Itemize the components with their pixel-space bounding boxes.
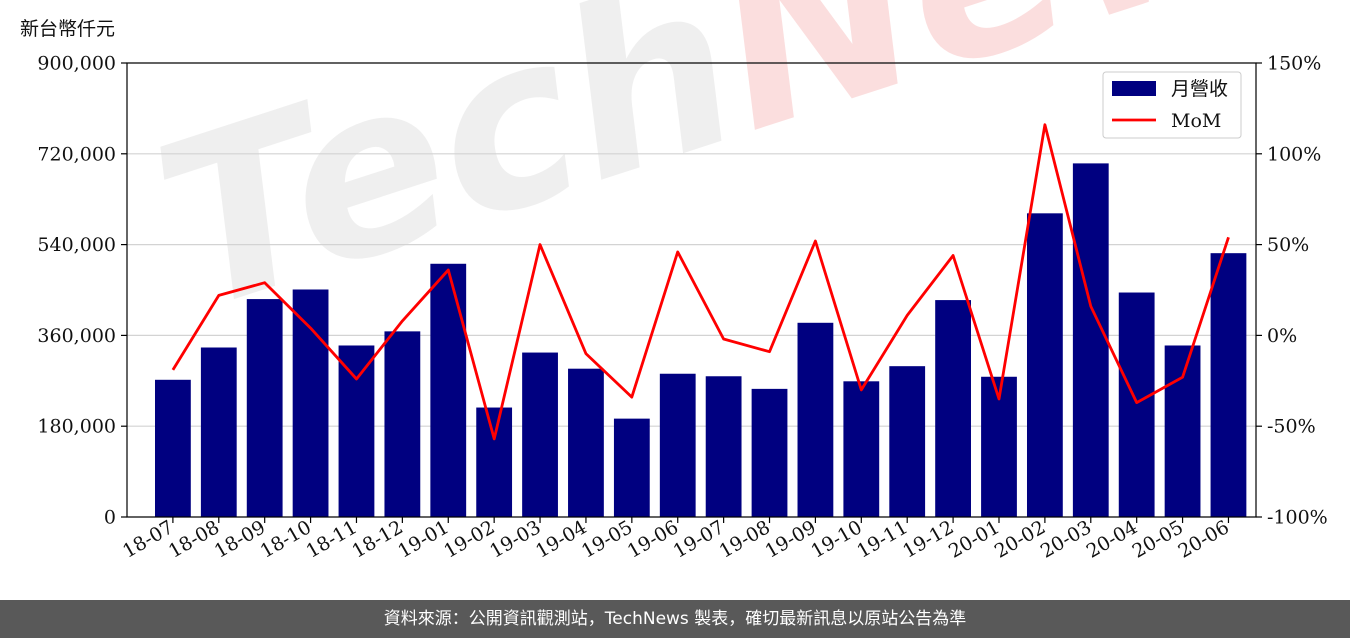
revenue-bar [154, 379, 191, 517]
x-tick-label: 20-05 [1129, 516, 1187, 562]
left-tick-label: 180,000 [37, 416, 116, 438]
revenue-bar [1118, 292, 1155, 517]
revenue-bar [1210, 253, 1247, 518]
right-y-axis: -100% -50% 0% 50% 100% 150% [1256, 53, 1328, 529]
x-tick-label: 19-05 [578, 516, 636, 562]
x-tick-label: 19-07 [670, 516, 728, 562]
x-tick-label: 18-11 [303, 516, 361, 562]
x-axis: 18-0718-0818-0918-1018-1118-1219-0119-02… [119, 516, 1233, 562]
left-tick-label: 540,000 [37, 234, 116, 256]
right-tick-label: -50% [1267, 416, 1316, 438]
x-tick-label: 20-06 [1175, 516, 1233, 562]
right-tick-label: 100% [1267, 143, 1321, 165]
revenue-bar [338, 345, 375, 517]
x-tick-label: 20-03 [1037, 516, 1095, 562]
legend-bar-swatch [1112, 81, 1156, 96]
revenue-chart: 0 180,000 360,000 540,000 720,000 900,000 -10… [37, 53, 1328, 563]
source-footer: 資料來源：公開資訊觀測站，TechNews 製表，確切最新訊息以原站公告為準 [0, 600, 1350, 638]
legend-label-mom: MoM [1171, 110, 1221, 132]
revenue-bar [1026, 213, 1063, 517]
left-tick-label: 900,000 [37, 53, 116, 75]
x-tick-label: 19-12 [899, 516, 957, 562]
x-tick-label: 20-04 [1083, 516, 1141, 562]
right-tick-label: -100% [1267, 507, 1328, 529]
x-tick-label: 18-09 [211, 516, 269, 562]
mom-line [171, 123, 1230, 441]
x-tick-label: 19-08 [716, 516, 774, 562]
x-tick-label: 19-01 [394, 516, 452, 562]
left-tick-label: 360,000 [37, 325, 116, 347]
x-tick-label: 19-11 [853, 516, 911, 562]
left-tick-label: 0 [104, 507, 116, 529]
right-tick-label: 0% [1267, 325, 1297, 347]
revenue-bar [246, 299, 283, 517]
revenue-bar [384, 331, 421, 517]
revenue-bar [659, 373, 696, 517]
left-tick-label: 720,000 [37, 143, 116, 165]
x-tick-label: 19-03 [486, 516, 544, 562]
revenue-bars [154, 163, 1247, 518]
revenue-bar [1164, 345, 1201, 517]
revenue-bar [200, 347, 237, 517]
x-tick-label: 19-06 [624, 516, 682, 562]
x-tick-label: 19-09 [761, 516, 819, 562]
revenue-bar [843, 381, 880, 517]
right-tick-label: 50% [1267, 234, 1309, 256]
revenue-bar [522, 352, 558, 517]
x-tick-label: 20-01 [945, 516, 1003, 562]
x-tick-label: 18-12 [348, 516, 406, 562]
revenue-bar [797, 322, 834, 517]
revenue-bar [751, 388, 788, 517]
revenue-bar [292, 289, 329, 517]
revenue-bar [568, 368, 604, 517]
x-tick-label: 19-02 [440, 516, 498, 562]
x-tick-label: 19-04 [532, 516, 590, 562]
revenue-bar [613, 418, 650, 517]
left-y-axis: 0 180,000 360,000 540,000 720,000 900,000 [37, 53, 127, 529]
x-tick-label: 18-10 [257, 516, 315, 562]
revenue-bar [1072, 163, 1109, 517]
x-tick-label: 20-02 [991, 516, 1049, 562]
revenue-bar [705, 376, 742, 517]
revenue-bar [430, 263, 467, 517]
x-tick-label: 19-10 [807, 516, 865, 562]
revenue-bar [935, 300, 971, 517]
legend-label-revenue: 月營收 [1171, 78, 1228, 100]
revenue-bar [476, 407, 513, 517]
revenue-bar [889, 366, 926, 517]
x-tick-label: 18-07 [119, 516, 177, 562]
x-tick-label: 18-08 [165, 516, 223, 562]
right-tick-label: 150% [1267, 53, 1321, 75]
y-axis-unit-label: 新台幣仟元 [20, 18, 116, 40]
mom-series-line [171, 123, 1230, 441]
plot-frame [126, 62, 1257, 518]
legend: 月營收 MoM [1102, 71, 1242, 139]
